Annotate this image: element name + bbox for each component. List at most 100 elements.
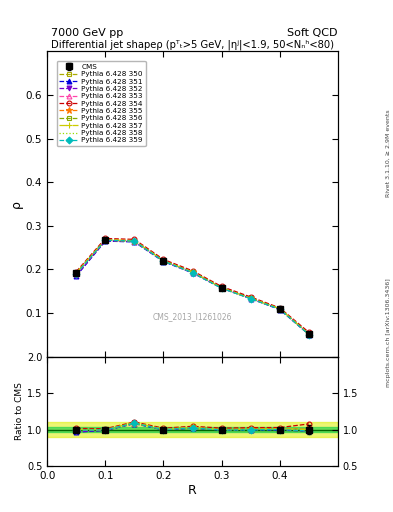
Pythia 6.428 352: [248, 295, 253, 302]
Pythia 6.428 350: [307, 331, 311, 337]
X-axis label: R: R: [188, 483, 197, 497]
Pythia 6.428 351: [161, 259, 166, 265]
Pythia 6.428 358: [74, 270, 79, 276]
Pythia 6.428 353: [74, 271, 79, 277]
Pythia 6.428 359: [277, 306, 282, 312]
Line: Pythia 6.428 356: Pythia 6.428 356: [74, 238, 311, 336]
Line: Pythia 6.428 359: Pythia 6.428 359: [74, 238, 311, 337]
Pythia 6.428 357: [307, 331, 311, 337]
Pythia 6.428 359: [248, 295, 253, 302]
Pythia 6.428 355: [277, 306, 282, 312]
Pythia 6.428 358: [103, 237, 108, 243]
Pythia 6.428 359: [103, 237, 108, 243]
Pythia 6.428 350: [219, 284, 224, 290]
Pythia 6.428 354: [277, 305, 282, 311]
Pythia 6.428 359: [74, 271, 79, 277]
Pythia 6.428 351: [190, 270, 195, 276]
Pythia 6.428 357: [277, 306, 282, 312]
Pythia 6.428 356: [74, 270, 79, 276]
Pythia 6.428 358: [277, 306, 282, 312]
Pythia 6.428 358: [307, 331, 311, 337]
Pythia 6.428 358: [219, 285, 224, 291]
Pythia 6.428 354: [161, 257, 166, 263]
Pythia 6.428 357: [219, 285, 224, 291]
Pythia 6.428 356: [132, 238, 137, 244]
Pythia 6.428 352: [307, 331, 311, 337]
Pythia 6.428 356: [277, 306, 282, 312]
Pythia 6.428 351: [277, 307, 282, 313]
Pythia 6.428 357: [190, 269, 195, 275]
Pythia 6.428 354: [74, 269, 79, 275]
Y-axis label: Ratio to CMS: Ratio to CMS: [15, 382, 24, 440]
Line: Pythia 6.428 350: Pythia 6.428 350: [74, 238, 311, 336]
Pythia 6.428 356: [161, 258, 166, 264]
Bar: [47, 426, 338, 433]
Bar: [47, 422, 338, 437]
Pythia 6.428 359: [132, 238, 137, 244]
Y-axis label: ρ: ρ: [10, 200, 23, 208]
Legend: CMS, Pythia 6.428 350, Pythia 6.428 351, Pythia 6.428 352, Pythia 6.428 353, Pyt: CMS, Pythia 6.428 350, Pythia 6.428 351,…: [57, 61, 145, 146]
Line: Pythia 6.428 358: Pythia 6.428 358: [76, 240, 309, 334]
Pythia 6.428 359: [161, 258, 166, 264]
Pythia 6.428 356: [190, 269, 195, 275]
Pythia 6.428 350: [277, 306, 282, 312]
Pythia 6.428 359: [190, 269, 195, 275]
Pythia 6.428 357: [103, 237, 108, 243]
Line: Pythia 6.428 352: Pythia 6.428 352: [74, 238, 311, 337]
Pythia 6.428 356: [103, 237, 108, 243]
Pythia 6.428 355: [132, 238, 137, 244]
Pythia 6.428 359: [219, 285, 224, 291]
Pythia 6.428 354: [103, 236, 108, 242]
Text: mcplots.cern.ch [arXiv:1306.3436]: mcplots.cern.ch [arXiv:1306.3436]: [386, 279, 391, 387]
Pythia 6.428 358: [190, 269, 195, 275]
Pythia 6.428 353: [307, 331, 311, 337]
Pythia 6.428 356: [307, 331, 311, 337]
Pythia 6.428 359: [307, 331, 311, 337]
Pythia 6.428 350: [190, 269, 195, 275]
Pythia 6.428 352: [190, 269, 195, 275]
Pythia 6.428 351: [74, 273, 79, 279]
Pythia 6.428 351: [219, 285, 224, 291]
Pythia 6.428 352: [161, 258, 166, 264]
Line: Pythia 6.428 357: Pythia 6.428 357: [73, 237, 312, 337]
Pythia 6.428 350: [161, 257, 166, 263]
Text: CMS_2013_I1261026: CMS_2013_I1261026: [153, 312, 232, 322]
Pythia 6.428 355: [74, 270, 79, 276]
Pythia 6.428 353: [277, 306, 282, 312]
Pythia 6.428 355: [161, 258, 166, 264]
Pythia 6.428 352: [219, 285, 224, 291]
Pythia 6.428 354: [132, 236, 137, 242]
Pythia 6.428 350: [74, 270, 79, 276]
Pythia 6.428 357: [132, 238, 137, 244]
Pythia 6.428 353: [161, 258, 166, 264]
Pythia 6.428 352: [74, 272, 79, 279]
Pythia 6.428 352: [103, 238, 108, 244]
Pythia 6.428 351: [248, 295, 253, 302]
Pythia 6.428 350: [248, 295, 253, 301]
Pythia 6.428 355: [190, 269, 195, 275]
Pythia 6.428 353: [103, 237, 108, 243]
Pythia 6.428 358: [248, 295, 253, 302]
Text: Rivet 3.1.10, ≥ 2.9M events: Rivet 3.1.10, ≥ 2.9M events: [386, 110, 391, 198]
Pythia 6.428 354: [190, 268, 195, 274]
Pythia 6.428 351: [132, 239, 137, 245]
Pythia 6.428 358: [161, 258, 166, 264]
Pythia 6.428 355: [307, 331, 311, 337]
Text: Soft QCD: Soft QCD: [288, 28, 338, 38]
Pythia 6.428 358: [132, 238, 137, 244]
Title: Differential jet shapeρ (pᵀₜ>5 GeV, |ηʲ|<1.9, 50<Nₙʰ<80): Differential jet shapeρ (pᵀₜ>5 GeV, |ηʲ|…: [51, 39, 334, 50]
Pythia 6.428 351: [103, 238, 108, 244]
Pythia 6.428 353: [190, 269, 195, 275]
Pythia 6.428 353: [132, 238, 137, 244]
Line: Pythia 6.428 355: Pythia 6.428 355: [73, 237, 312, 337]
Pythia 6.428 353: [219, 285, 224, 291]
Pythia 6.428 350: [103, 237, 108, 243]
Pythia 6.428 354: [248, 294, 253, 300]
Pythia 6.428 355: [248, 295, 253, 302]
Line: Pythia 6.428 354: Pythia 6.428 354: [74, 236, 311, 335]
Pythia 6.428 350: [132, 238, 137, 244]
Pythia 6.428 351: [307, 331, 311, 337]
Pythia 6.428 357: [161, 258, 166, 264]
Pythia 6.428 356: [248, 295, 253, 302]
Pythia 6.428 354: [307, 329, 311, 335]
